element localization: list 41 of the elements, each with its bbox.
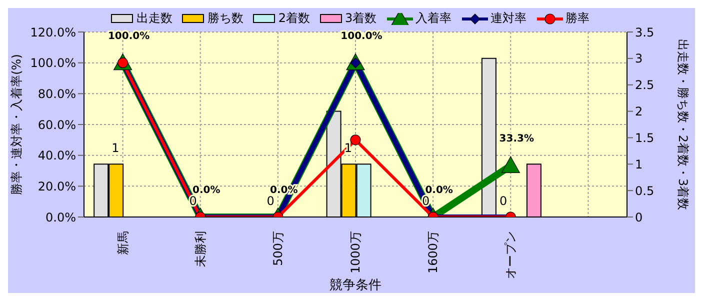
- legend-label: 入着率: [416, 10, 452, 27]
- y-tick-label: 0.0%: [46, 210, 76, 224]
- y-tick-label: 20.0%: [38, 179, 76, 194]
- y-tick-label: 80.0%: [38, 86, 76, 101]
- legend-label: 連対率: [490, 10, 527, 27]
- y2-tick-label: 1.5: [635, 130, 654, 145]
- data-label: 0: [266, 194, 274, 208]
- data-label: 100.0%: [108, 30, 150, 42]
- y-tick-label: 100.0%: [30, 56, 76, 70]
- legend-label: 2着数: [278, 10, 310, 27]
- data-label: 0.0%: [425, 185, 453, 196]
- x-tick-label: 1000万: [348, 231, 362, 274]
- data-label: 100.0%: [340, 30, 382, 42]
- y-tick-label: 120.0%: [30, 25, 76, 40]
- legend-label: 出走数: [136, 10, 172, 27]
- y2-tick-label: 3: [635, 52, 643, 66]
- y2-tick-label: 0.5: [635, 184, 654, 198]
- legend-label: 勝率: [566, 10, 590, 27]
- data-label: 0: [500, 194, 508, 208]
- data-label: 33.3%: [499, 134, 534, 145]
- y2-tick-label: 1: [635, 157, 643, 172]
- x-tick-label: 500万: [270, 231, 285, 266]
- y-tick-label: 40.0%: [38, 148, 76, 163]
- y2-tick-label: 2: [635, 104, 643, 119]
- x-tick-label: 1600万: [426, 231, 440, 274]
- y2-tick-label: 3.5: [635, 25, 654, 40]
- y-tick-label: 60.0%: [38, 118, 76, 132]
- y2-axis-title: 出走数・勝ち数・2着数・3着数: [676, 38, 690, 210]
- y2-tick-label: 2.5: [635, 78, 654, 92]
- x-tick-label: 新馬: [116, 231, 130, 255]
- x-axis-title: 競争条件: [330, 278, 382, 293]
- y2-tick-label: 0: [635, 210, 643, 224]
- point: [350, 134, 361, 146]
- x-tick-label: オープン: [504, 231, 518, 279]
- legend-label: 3着数: [345, 10, 377, 27]
- x-tick-label: 未勝利: [193, 231, 208, 267]
- data-label: 0.0%: [192, 185, 220, 196]
- y-axis-title: 勝率・連対率・入着率(%): [9, 54, 24, 195]
- data-label: 1: [112, 141, 120, 156]
- legend-label: 勝ち数: [207, 10, 244, 27]
- point: [501, 156, 520, 173]
